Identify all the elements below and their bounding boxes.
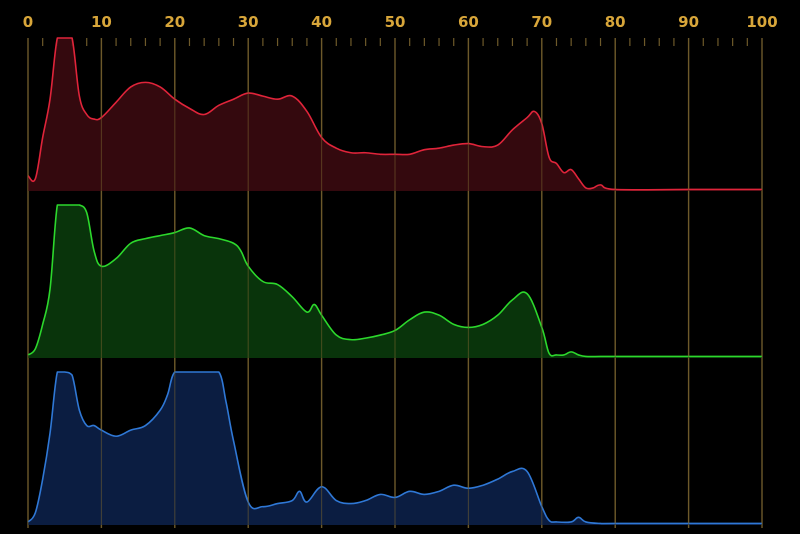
x-tick-label-70: 70 <box>531 13 552 31</box>
x-tick-label-40: 40 <box>311 13 332 31</box>
x-tick-label-100: 100 <box>746 13 777 31</box>
x-tick-label-50: 50 <box>385 13 406 31</box>
x-tick-label-0: 0 <box>23 13 33 31</box>
blue-channel-area <box>28 372 762 525</box>
x-tick-label-30: 30 <box>238 13 259 31</box>
red-channel-line <box>27 37 762 191</box>
x-tick-label-20: 20 <box>164 13 185 31</box>
x-tick-label-80: 80 <box>605 13 626 31</box>
green-channel-area <box>28 205 762 358</box>
red-channel-area <box>28 38 762 191</box>
x-tick-label-60: 60 <box>458 13 479 31</box>
x-tick-label-90: 90 <box>678 13 699 31</box>
tick-labels: 0 10 20 30 40 50 60 70 80 90 100 <box>23 13 778 31</box>
green-channel-line <box>27 204 762 358</box>
blue-channel-line <box>27 371 762 525</box>
series-layer <box>27 37 763 528</box>
x-tick-label-10: 10 <box>91 13 112 31</box>
